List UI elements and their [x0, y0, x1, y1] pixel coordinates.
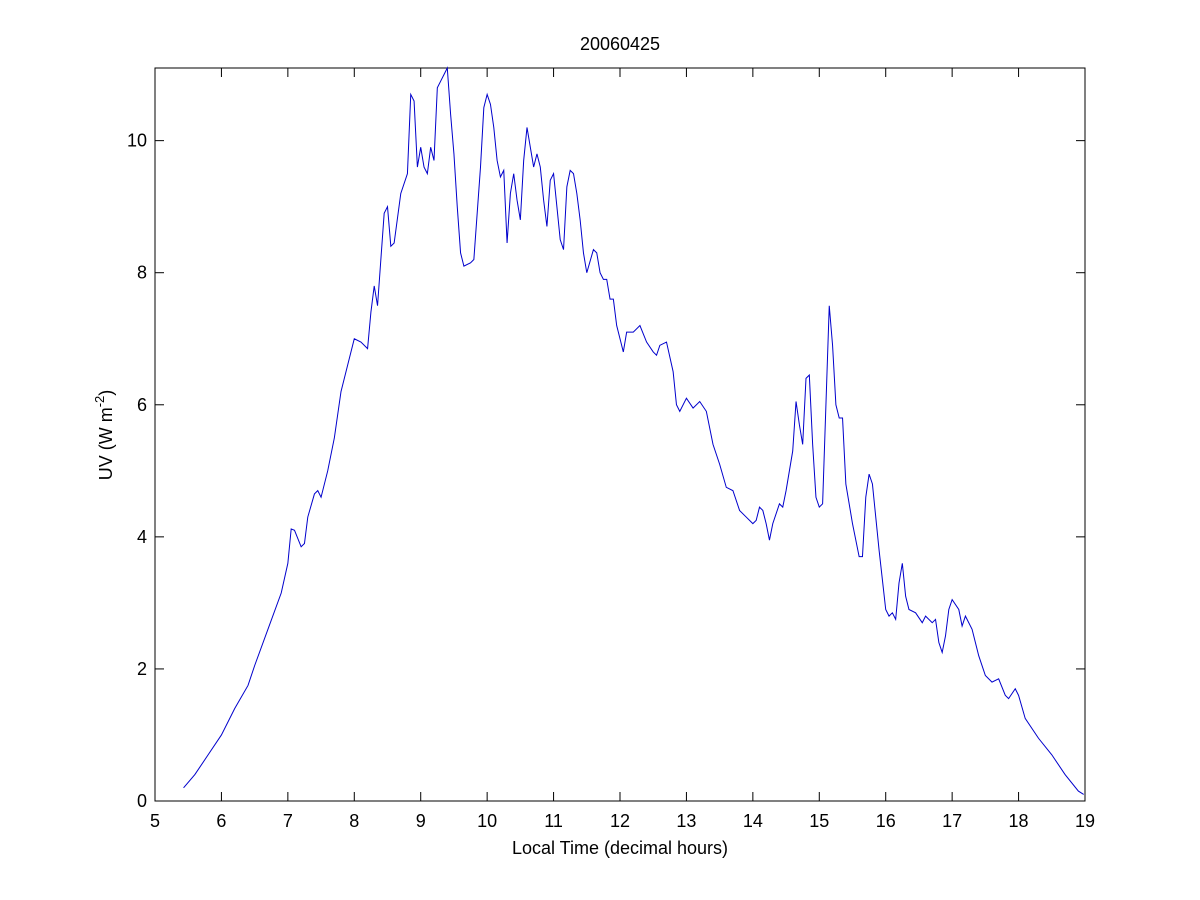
x-tick-label: 15	[809, 811, 829, 831]
x-tick-label: 5	[150, 811, 160, 831]
plot-frame	[154, 67, 1086, 802]
x-tick-label: 10	[477, 811, 497, 831]
x-tick-label: 13	[676, 811, 696, 831]
y-axis-label-sup: -2	[92, 396, 107, 408]
x-tick-label: 18	[1009, 811, 1029, 831]
x-tick-label: 14	[743, 811, 763, 831]
y-tick-label: 8	[137, 263, 147, 283]
y-tick-label: 10	[127, 131, 147, 151]
data-line	[183, 66, 1084, 795]
x-tick-label: 9	[416, 811, 426, 831]
x-tick-label: 11	[544, 811, 563, 831]
x-tick-label: 8	[349, 811, 359, 831]
y-tick-label: 4	[137, 527, 147, 547]
y-tick-label: 2	[137, 659, 147, 679]
x-tick-label: 7	[283, 811, 293, 831]
x-tick-label: 6	[216, 811, 226, 831]
y-axis-label-close: )	[96, 390, 116, 396]
y-tick-label: 6	[137, 395, 147, 415]
x-tick-label: 16	[876, 811, 896, 831]
x-tick-label: 12	[610, 811, 630, 831]
chart-title: 20060425	[580, 34, 660, 54]
y-axis-label-text: UV (W m	[96, 407, 116, 480]
x-tick-label: 19	[1075, 811, 1095, 831]
x-tick-label: 17	[942, 811, 962, 831]
y-tick-label: 0	[137, 791, 147, 811]
y-axis-label: UV (W m-2)	[92, 390, 116, 481]
x-axis-label: Local Time (decimal hours)	[512, 838, 728, 858]
